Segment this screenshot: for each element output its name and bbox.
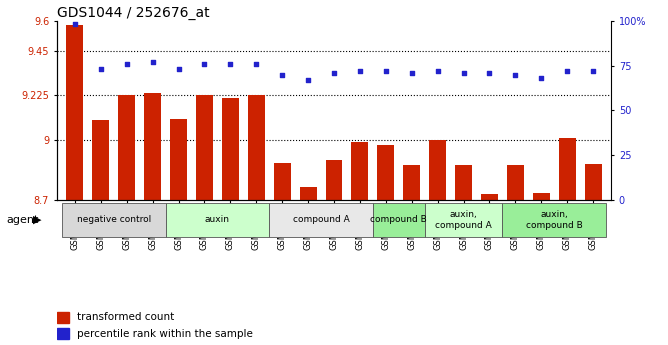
Bar — [57, 312, 69, 323]
Point — [536, 75, 546, 81]
Bar — [455, 165, 472, 200]
Text: auxin,
compound B: auxin, compound B — [526, 210, 582, 230]
Bar — [92, 120, 110, 200]
Bar — [248, 96, 265, 200]
Point — [303, 77, 313, 83]
Point — [69, 21, 80, 27]
Bar — [57, 328, 69, 339]
Point — [432, 68, 443, 74]
Point — [251, 61, 262, 67]
Bar — [558, 138, 576, 200]
Point — [199, 61, 210, 67]
Point — [562, 68, 572, 74]
Point — [148, 59, 158, 65]
Point — [588, 68, 599, 74]
Text: compound B: compound B — [370, 215, 427, 225]
Bar — [377, 145, 394, 200]
Point — [225, 61, 236, 67]
Bar — [403, 165, 420, 200]
Point — [406, 70, 417, 76]
Bar — [118, 96, 135, 200]
Bar — [481, 194, 498, 200]
Bar — [430, 140, 446, 200]
Bar — [67, 25, 84, 200]
Bar — [170, 119, 187, 200]
Text: auxin: auxin — [205, 215, 230, 225]
Point — [96, 66, 106, 72]
Bar — [502, 203, 606, 237]
Text: percentile rank within the sample: percentile rank within the sample — [77, 329, 253, 338]
Bar — [166, 203, 269, 237]
Point — [173, 66, 184, 72]
Text: compound A: compound A — [293, 215, 349, 225]
Bar — [507, 165, 524, 200]
Bar — [425, 203, 502, 237]
Text: transformed count: transformed count — [77, 313, 174, 322]
Bar — [274, 163, 291, 200]
Text: GDS1044 / 252676_at: GDS1044 / 252676_at — [57, 6, 209, 20]
Text: agent: agent — [7, 215, 39, 225]
Bar — [325, 160, 343, 200]
Point — [355, 68, 365, 74]
Text: negative control: negative control — [77, 215, 151, 225]
Bar — [533, 193, 550, 200]
Bar — [584, 164, 601, 200]
Bar — [269, 203, 373, 237]
Point — [277, 72, 287, 77]
Bar — [196, 96, 213, 200]
Point — [122, 61, 132, 67]
Text: ▶: ▶ — [33, 215, 42, 225]
Point — [484, 70, 495, 76]
Bar — [351, 142, 368, 200]
Bar — [373, 203, 425, 237]
Point — [329, 70, 339, 76]
Bar — [300, 187, 317, 200]
Bar — [144, 93, 161, 200]
Bar — [222, 98, 238, 200]
Point — [381, 68, 391, 74]
Point — [458, 70, 469, 76]
Bar — [62, 203, 166, 237]
Text: auxin,
compound A: auxin, compound A — [435, 210, 492, 230]
Point — [510, 72, 520, 77]
